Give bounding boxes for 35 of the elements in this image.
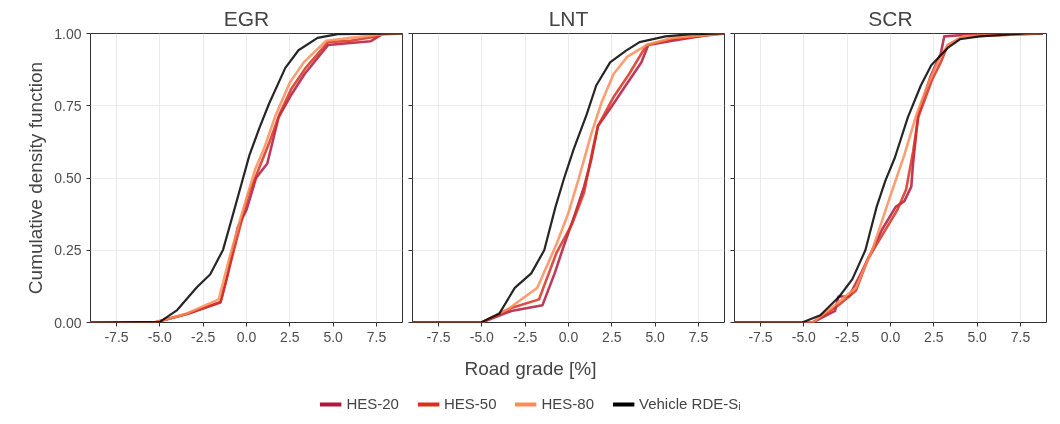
x-tick-label: 7.5 — [688, 328, 709, 345]
chart-title: SCR — [868, 6, 913, 30]
x-tick-label: -5.0 — [147, 328, 173, 345]
y-tick-label: 0.50 — [54, 170, 82, 186]
x-axis-title: Road grade [%] — [464, 357, 597, 379]
legend-label: HES-80 — [541, 395, 595, 412]
x-tick-label: -7.5 — [748, 328, 773, 345]
x-tick-label: 2.5 — [924, 328, 944, 345]
legend-label: Vehicle RDE-Sᵢ — [639, 395, 741, 412]
y-tick-label: 1.00 — [54, 25, 82, 42]
x-tick-label: 2.5 — [602, 328, 622, 345]
x-tick-label: 7.5 — [366, 328, 387, 345]
y-tick-label: 0.25 — [54, 242, 82, 259]
x-tick-label: -7.5 — [104, 328, 129, 345]
x-tick-label: 5.0 — [323, 328, 344, 345]
legend-label: HES-50 — [443, 395, 497, 412]
y-tick-label: 0.00 — [54, 314, 82, 331]
x-tick-label: 5.0 — [645, 328, 666, 345]
chart-title: EGR — [223, 6, 270, 30]
x-tick-label: 5.0 — [967, 328, 988, 345]
y-axis-title: Cumulative density function — [25, 61, 47, 295]
x-tick-label: -7.5 — [426, 328, 451, 345]
y-tick-label: 0.75 — [54, 97, 82, 114]
x-tick-label: -2.5 — [191, 328, 216, 345]
x-tick-label: 0.0 — [236, 328, 257, 345]
x-tick-label: -5.0 — [469, 328, 495, 345]
chart-title: LNT — [548, 6, 589, 30]
x-tick-label: 0.0 — [880, 328, 901, 345]
x-tick-label: 7.5 — [1010, 328, 1031, 345]
x-tick-label: -2.5 — [835, 328, 860, 345]
legend-label: HES-20 — [346, 395, 399, 412]
x-tick-label: 0.0 — [558, 328, 579, 345]
x-tick-label: -2.5 — [513, 328, 538, 345]
x-tick-label: 2.5 — [280, 328, 300, 345]
x-tick-label: -5.0 — [791, 328, 817, 345]
